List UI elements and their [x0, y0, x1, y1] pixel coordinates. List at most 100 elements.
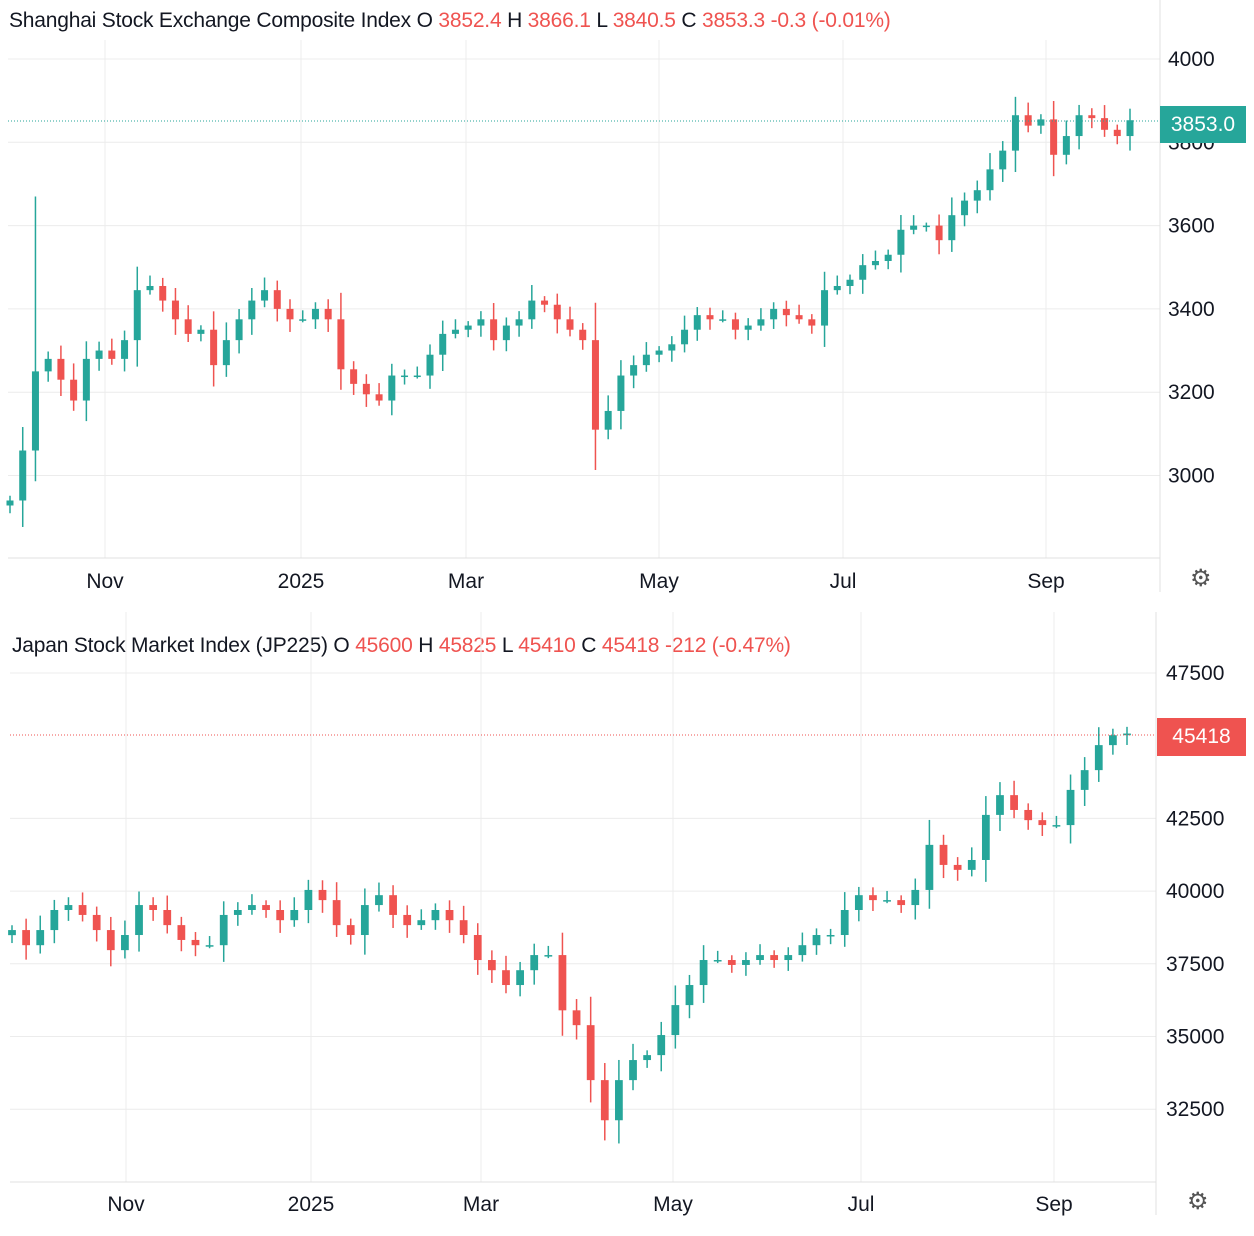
candle-body — [897, 229, 905, 255]
candle-body — [604, 410, 612, 430]
candle-body — [502, 970, 510, 986]
candle-body — [591, 340, 599, 430]
close-label: C — [581, 634, 597, 657]
candle-body — [630, 365, 638, 376]
candle-body — [413, 375, 421, 378]
candle-body — [1066, 789, 1075, 826]
candle-body — [1109, 735, 1117, 746]
candle-body — [996, 795, 1004, 815]
candle-body — [426, 354, 434, 376]
chart2-title: Japan Stock Market Index (JP225) — [12, 634, 328, 657]
y-tick-label: 40000 — [1166, 880, 1224, 903]
candle-body — [389, 895, 397, 915]
change-value: -212 (-0.47%) — [664, 634, 791, 657]
x-tick-label: Jul — [848, 1193, 875, 1216]
candle-body — [727, 960, 736, 965]
candle-body — [973, 190, 981, 201]
candle-body — [163, 910, 172, 926]
candle-body — [643, 1055, 652, 1061]
y-tick-label: 3400 — [1168, 298, 1215, 321]
close-value: 3853.3 — [701, 9, 765, 32]
candle-body — [431, 910, 440, 921]
y-tick-label: 4000 — [1168, 48, 1215, 71]
x-tick-label: Mar — [463, 1193, 499, 1216]
candle-body — [981, 814, 990, 860]
x-tick-label: May — [653, 1193, 693, 1216]
candle-body — [671, 1005, 680, 1036]
candle-body — [553, 304, 561, 320]
candle-body — [235, 319, 243, 341]
candle-body — [121, 935, 129, 951]
candle-body — [19, 450, 27, 501]
candle-body — [544, 955, 553, 957]
candle-body — [502, 325, 510, 341]
candle-body — [261, 290, 269, 301]
candle-body — [1075, 115, 1083, 137]
open-value: 3852.4 — [438, 9, 502, 32]
chart2-header: Japan Stock Market Index (JP225) O 45600… — [12, 634, 791, 658]
candle-body — [910, 225, 918, 230]
candle-body — [210, 329, 218, 366]
candle-body — [615, 1080, 623, 1121]
candle-body — [1101, 118, 1109, 130]
candle-body — [699, 960, 708, 986]
candle-body — [655, 350, 663, 355]
chart2-settings-gear-icon[interactable]: ⚙ — [1187, 1188, 1209, 1215]
candle-body — [1037, 119, 1045, 126]
candle-body — [490, 319, 498, 341]
candle-body — [22, 930, 30, 946]
candle-body — [798, 945, 807, 956]
candle-body — [1126, 120, 1134, 137]
close-label: C — [681, 9, 697, 32]
y-tick-label: 37500 — [1166, 953, 1224, 976]
candle-body — [205, 945, 214, 947]
candle-body — [286, 308, 294, 320]
x-tick-label: Jul — [830, 570, 857, 593]
candle-body — [70, 379, 78, 401]
candle-body — [840, 910, 849, 936]
candle-body — [108, 350, 116, 359]
open-label: O — [416, 9, 433, 32]
candle-body — [770, 308, 778, 320]
x-tick-label: Mar — [448, 570, 484, 593]
x-tick-label: Nov — [86, 570, 124, 593]
candle-body — [304, 889, 313, 911]
candle-body — [106, 930, 115, 951]
candle-body — [1123, 733, 1131, 736]
candle-body — [948, 215, 956, 241]
x-tick-label: 2025 — [288, 1193, 335, 1216]
candle-body — [706, 315, 714, 320]
candle-body — [445, 910, 454, 921]
candle-body — [833, 285, 841, 291]
candle-body — [197, 329, 205, 334]
x-tick-label: Sep — [1035, 1193, 1072, 1216]
candle-body — [657, 1035, 666, 1056]
high-label: H — [507, 9, 523, 32]
candle-body — [191, 939, 200, 946]
low-value: 3840.5 — [612, 9, 676, 32]
candle-body — [572, 1010, 581, 1026]
candle-body — [731, 319, 739, 330]
candle-body — [516, 970, 524, 986]
chart1-settings-gear-icon[interactable]: ⚙ — [1190, 565, 1212, 592]
candle-body — [219, 914, 228, 946]
candle-body — [473, 935, 482, 961]
candle-body — [299, 319, 307, 321]
candle-body — [1094, 745, 1103, 771]
candle-body — [784, 955, 793, 961]
low-value: 45410 — [518, 634, 576, 657]
candle-body — [222, 340, 230, 366]
candle-body — [808, 319, 816, 326]
candle-body — [600, 1080, 609, 1121]
candle-body — [782, 308, 790, 316]
candle-body — [388, 375, 396, 401]
candle-body — [92, 914, 101, 931]
candle-body — [859, 265, 867, 280]
candle-body — [999, 150, 1007, 170]
candle-body — [884, 254, 892, 262]
candle-body — [668, 344, 676, 351]
candle-body — [869, 895, 877, 901]
candle-body — [375, 895, 383, 906]
candle-body — [770, 955, 779, 961]
